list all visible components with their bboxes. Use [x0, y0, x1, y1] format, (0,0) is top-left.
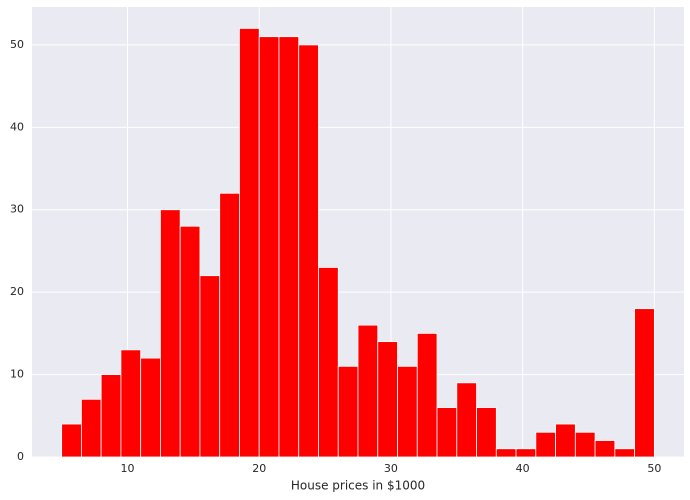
bar	[120, 349, 142, 458]
bar	[160, 209, 181, 458]
bar	[574, 431, 596, 458]
bar	[614, 448, 636, 458]
bar	[318, 267, 339, 458]
bar	[140, 357, 161, 458]
bar	[397, 365, 418, 458]
bar	[100, 374, 122, 458]
y-tick-label: 0	[17, 450, 24, 463]
y-tick-label: 20	[10, 285, 24, 298]
bar	[337, 365, 359, 458]
x-tick-label: 50	[647, 462, 661, 475]
bar	[298, 44, 319, 458]
bar	[179, 225, 201, 458]
bar	[278, 36, 300, 458]
y-tick-label: 30	[10, 203, 24, 216]
x-tick-label: 30	[384, 462, 398, 475]
bar	[515, 448, 537, 458]
bar	[456, 382, 477, 458]
bar	[258, 36, 280, 458]
bar	[416, 332, 438, 458]
bar	[219, 192, 240, 458]
y-tick-label: 10	[10, 368, 24, 381]
y-tick-label: 40	[10, 120, 24, 133]
bar	[61, 423, 82, 458]
x-axis-label: House prices in $1000	[291, 479, 425, 493]
bar	[357, 324, 379, 458]
bar	[239, 28, 260, 458]
bar	[80, 398, 102, 458]
bar	[495, 448, 517, 458]
bar	[555, 423, 576, 458]
bar	[377, 341, 398, 458]
x-tick-label: 40	[516, 462, 530, 475]
bar	[535, 431, 556, 458]
bar	[199, 275, 221, 458]
bar	[594, 440, 616, 458]
bar	[634, 308, 655, 458]
x-tick-label: 10	[120, 462, 134, 475]
y-tick-label: 50	[10, 38, 24, 51]
x-tick-label: 20	[252, 462, 266, 475]
bar	[436, 407, 458, 458]
bar	[476, 407, 497, 458]
